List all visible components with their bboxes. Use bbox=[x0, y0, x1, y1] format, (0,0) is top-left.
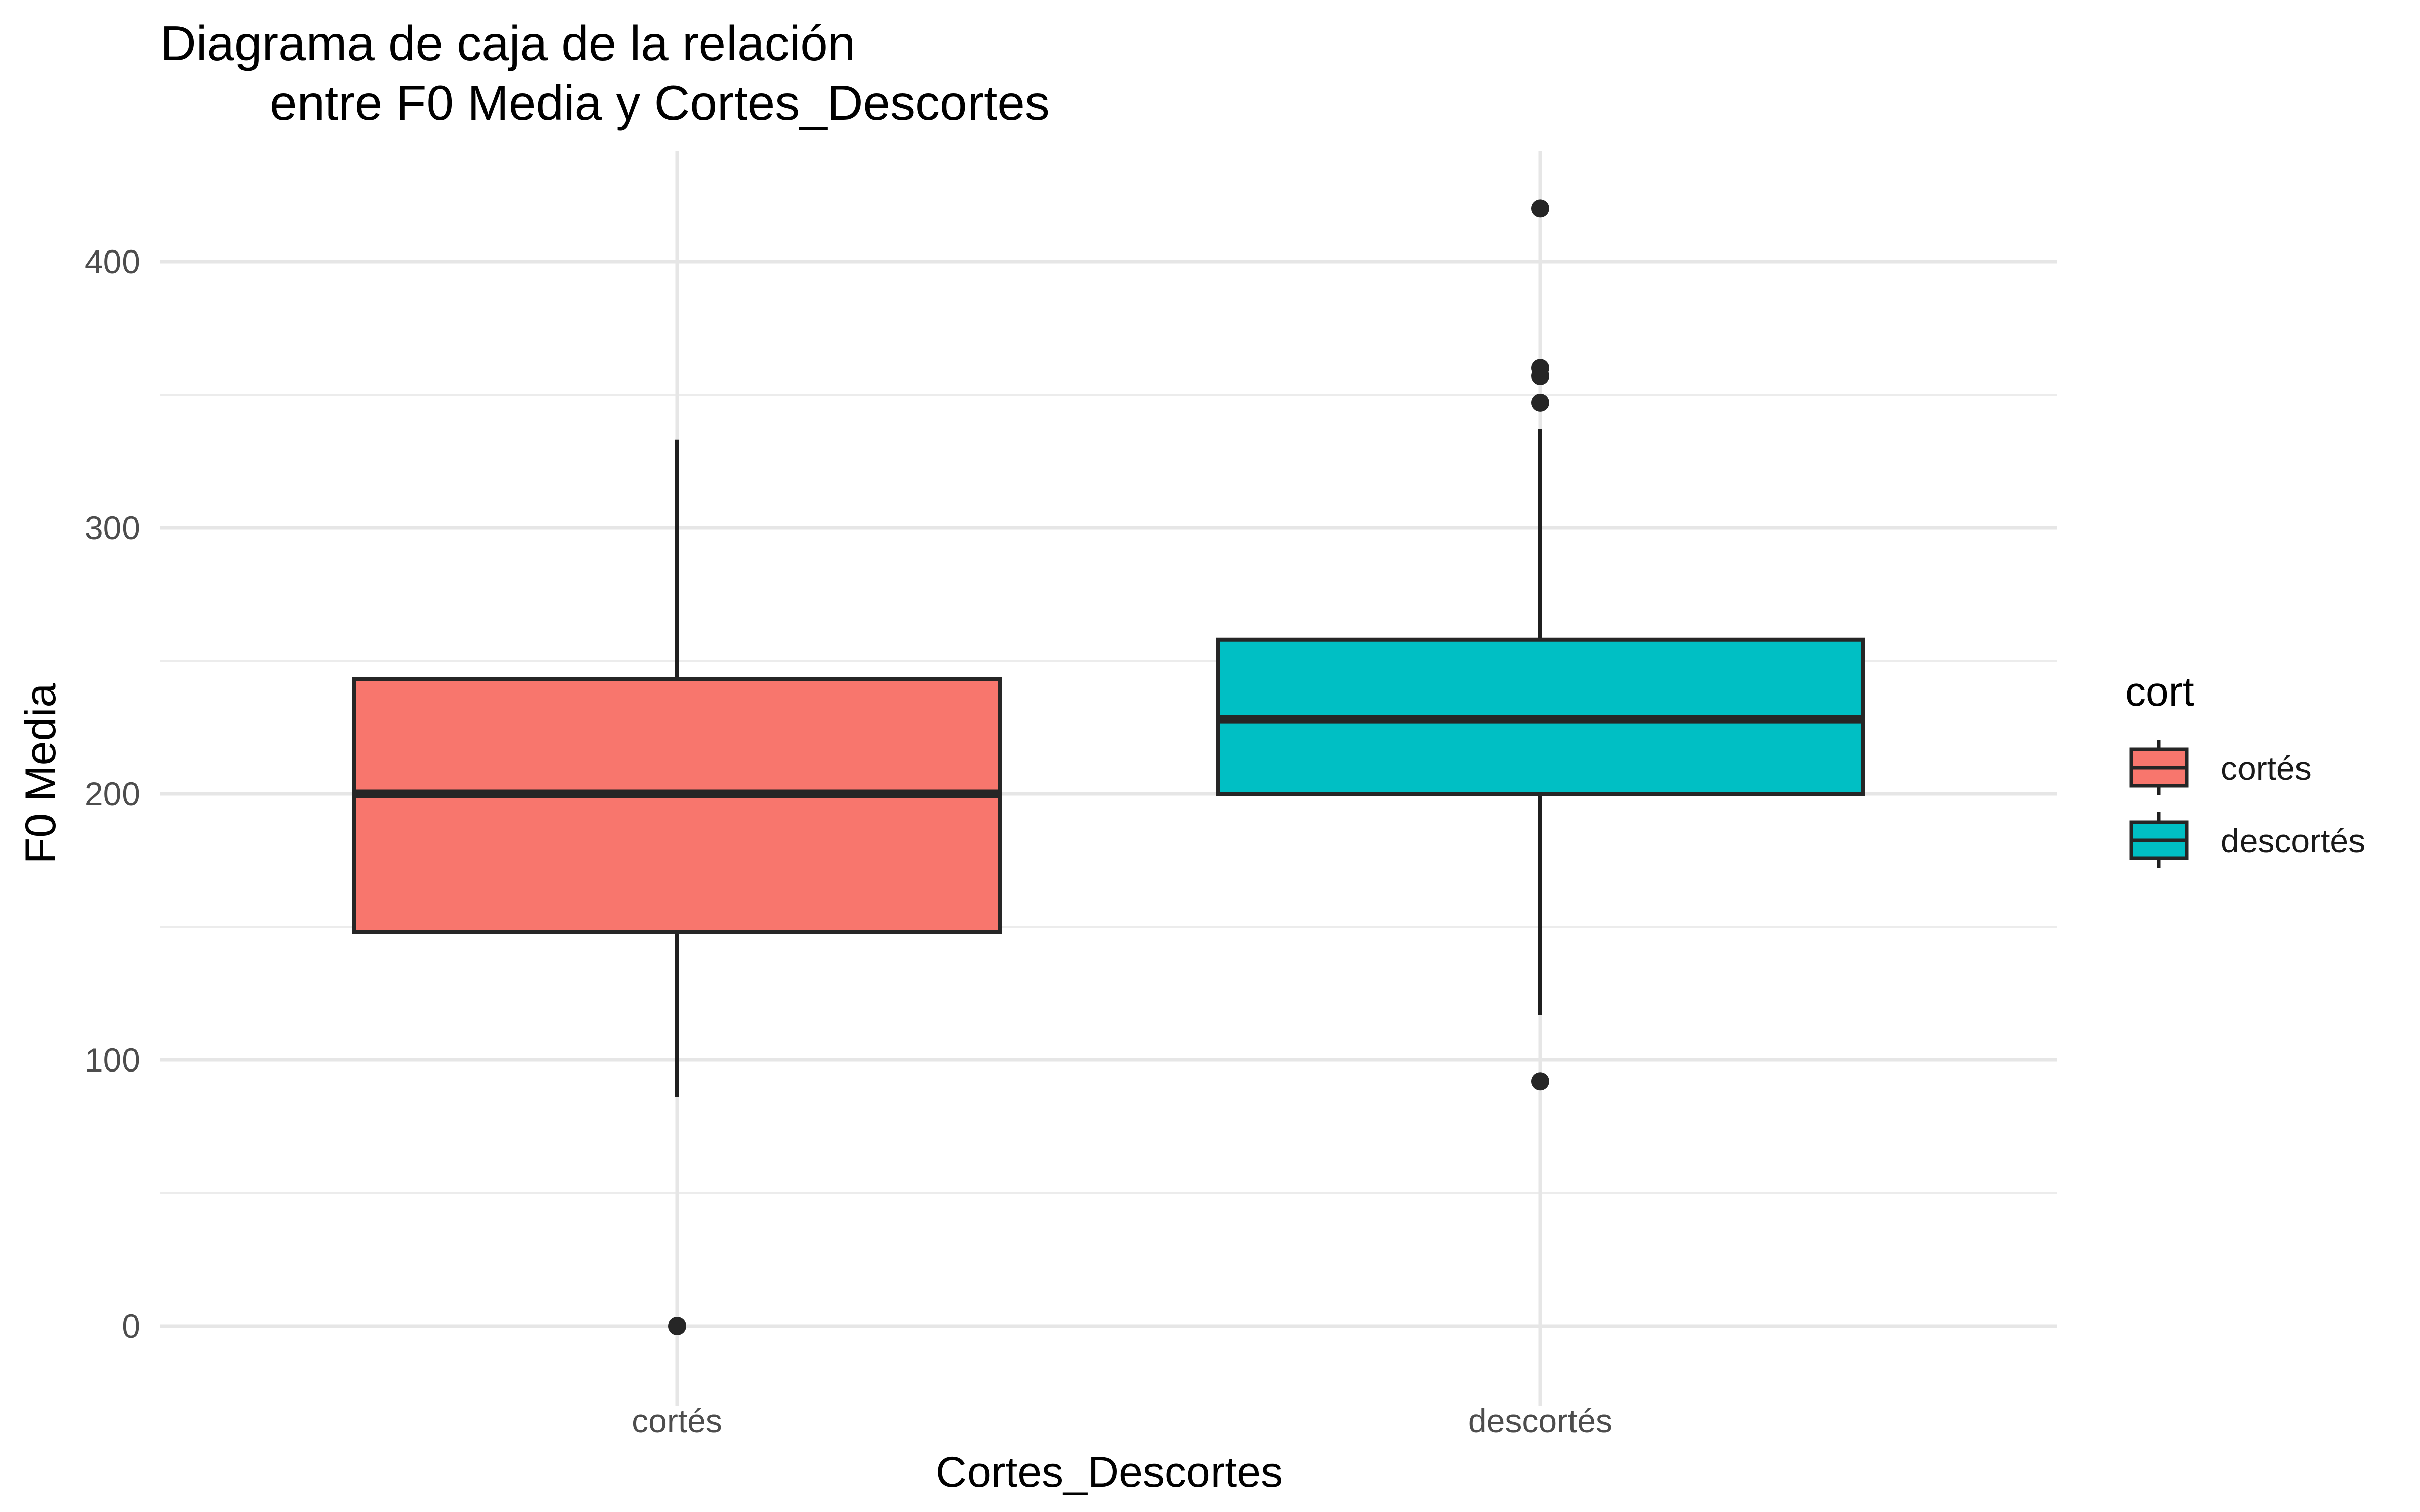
legend-label-cortes: cortés bbox=[2221, 749, 2312, 787]
legend-title: cort bbox=[2125, 669, 2194, 715]
outlier-point-descortes-3 bbox=[1531, 359, 1549, 377]
outlier-point-descortes-4 bbox=[1531, 199, 1549, 218]
y-tick-label-100: 100 bbox=[85, 1041, 140, 1079]
x-axis-title: Cortes_Descortes bbox=[936, 1448, 1283, 1496]
outlier-point-cortes-0 bbox=[668, 1317, 686, 1335]
y-tick-label-200: 200 bbox=[85, 775, 140, 812]
box-group-cortes bbox=[352, 439, 1002, 1335]
chart-title-line-2: entre F0 Media y Cortes_Descortes bbox=[270, 75, 1050, 131]
y-tick-label-0: 0 bbox=[122, 1307, 140, 1345]
x-tick-label-cortes: cortés bbox=[632, 1402, 722, 1439]
outlier-point-descortes-1 bbox=[1531, 393, 1549, 412]
legend: cort cortés descortés bbox=[2125, 669, 2365, 868]
x-tick-label-descortes: descortés bbox=[1468, 1402, 1612, 1439]
x-axis-ticks: cortés descortés bbox=[632, 1402, 1612, 1439]
legend-label-descortes: descortés bbox=[2221, 822, 2365, 859]
boxes bbox=[352, 199, 1865, 1335]
box-cortes bbox=[352, 677, 1002, 934]
chart-title-line-1: Diagrama de caja de la relación bbox=[160, 16, 855, 71]
y-axis-title: F0 Media bbox=[17, 683, 65, 864]
y-tick-label-300: 300 bbox=[85, 509, 140, 546]
y-axis-ticks: 0 100 200 300 400 bbox=[85, 243, 140, 1345]
outlier-point-descortes-0 bbox=[1531, 1072, 1549, 1091]
y-tick-label-400: 400 bbox=[85, 243, 140, 280]
box-group-descortes bbox=[1216, 199, 1865, 1091]
